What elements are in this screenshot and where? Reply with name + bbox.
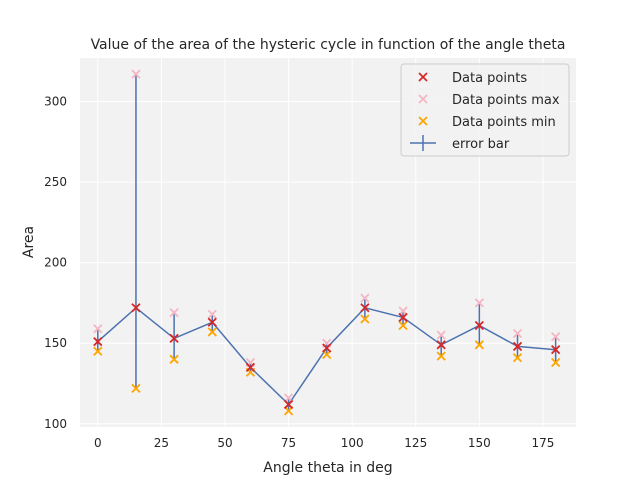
x-tick-label: 150 [468, 436, 491, 450]
data-point [551, 345, 561, 355]
data-point [360, 303, 370, 313]
chart-title: Value of the area of the hysteric cycle … [91, 37, 566, 53]
data-point [93, 336, 103, 347]
y-tick-label: 100 [44, 417, 67, 431]
x-axis-label: Angle theta in deg [263, 460, 392, 476]
data-point [322, 343, 332, 353]
max-point [169, 307, 179, 318]
x-tick-label: 100 [341, 436, 364, 450]
legend-marker [418, 116, 428, 126]
x-tick-label: 25 [154, 436, 169, 450]
legend-label: Data points [452, 71, 527, 86]
legend: Data points Data points max Data points mi… [400, 63, 570, 157]
min-point [93, 346, 103, 356]
min-point [398, 320, 408, 331]
data-point [512, 341, 523, 352]
x-tick-label: 125 [404, 436, 427, 450]
min-point [436, 351, 446, 361]
data-point [436, 340, 446, 350]
x-tick-label: 175 [531, 436, 554, 450]
x-tick-label: 50 [217, 436, 232, 450]
series-layer [93, 69, 561, 416]
max-point [360, 293, 370, 303]
min-point [512, 353, 523, 363]
min-point [131, 383, 141, 393]
max-point [551, 332, 561, 342]
max-point [207, 309, 217, 319]
y-axis-label: Area [21, 226, 37, 258]
data-point [245, 362, 256, 373]
legend-marker [418, 72, 428, 82]
legend-label: Data points max [452, 93, 560, 108]
x-tick-label: 75 [281, 436, 296, 450]
x-tick-label: 0 [94, 436, 102, 450]
max-point [512, 328, 523, 339]
data-point [207, 317, 217, 327]
legend-box [400, 63, 570, 157]
data-point [131, 303, 141, 313]
min-point [474, 340, 484, 350]
max-point [474, 298, 484, 308]
min-point [551, 357, 561, 368]
min-point [207, 327, 217, 337]
y-tick-label: 150 [44, 336, 67, 350]
y-tick-label: 200 [44, 256, 67, 270]
x-ticks: 0 25 50 75 100 125 150 175 [94, 436, 554, 450]
legend-label: error bar [452, 137, 510, 152]
min-point [169, 354, 179, 364]
data-point [169, 333, 179, 344]
data-point [474, 320, 484, 331]
legend-label: Data points min [452, 115, 556, 130]
max-point [436, 330, 446, 340]
data-point [398, 312, 408, 323]
max-point [93, 324, 103, 334]
legend-marker [418, 94, 428, 104]
y-tick-label: 300 [44, 95, 67, 109]
data-point [283, 399, 294, 410]
min-point [360, 314, 370, 324]
max-point [131, 69, 141, 79]
y-ticks: 100 150 200 250 300 [44, 95, 67, 431]
y-tick-label: 250 [44, 175, 67, 189]
